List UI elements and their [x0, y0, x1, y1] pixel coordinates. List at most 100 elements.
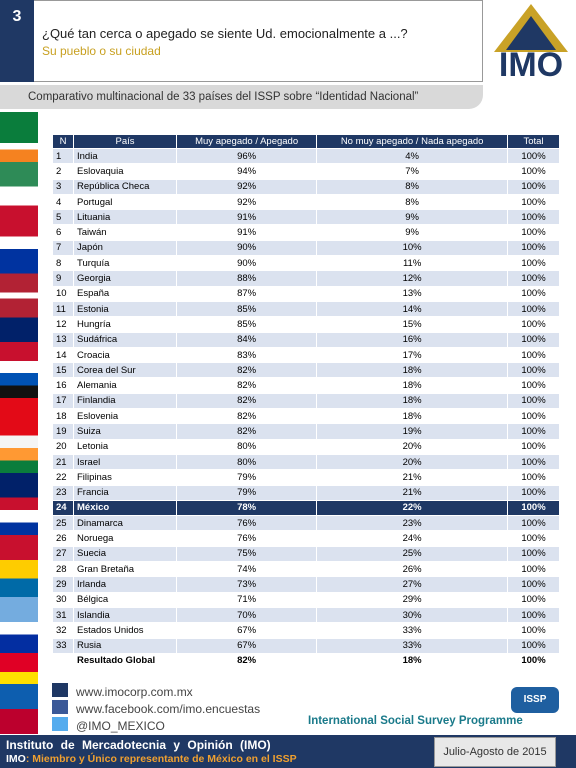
cell: 100%: [507, 362, 560, 379]
results-table: N País Muy apegado / Apegado No muy apegado…: [52, 134, 560, 670]
cell: 100%: [507, 469, 560, 486]
cell: Suiza: [73, 423, 177, 440]
cell: Japón: [73, 239, 177, 257]
issp-name: International Social Survey Programme: [308, 715, 523, 727]
cell: 100%: [507, 545, 560, 563]
cell: 33%: [316, 622, 508, 639]
cell: 100%: [507, 408, 560, 425]
cell: 100%: [507, 591, 560, 608]
table-row: 24 México 78% 22% 100%: [52, 499, 560, 517]
link[interactable]: www.imocorp.com.mx: [76, 685, 193, 699]
cell: 92%: [175, 178, 318, 195]
table-row: 14 Croacia 83% 17% 100%: [52, 346, 560, 364]
total-cell: 100%: [507, 652, 560, 670]
cell: 27: [52, 545, 74, 563]
cell: 4%: [316, 147, 508, 165]
cell: 100%: [507, 300, 560, 318]
table-row: 13 Sudáfrica 84% 16% 100%: [52, 331, 560, 348]
cell: Francia: [73, 484, 177, 501]
cell: 27%: [316, 576, 508, 593]
table-row: 3 República Checa 92% 8% 100%: [52, 178, 560, 195]
cell: Gran Bretaña: [73, 561, 177, 578]
table-row: 29 Irlanda 73% 27% 100%: [52, 576, 560, 593]
cell: 9%: [316, 209, 508, 226]
cell: 100%: [507, 147, 560, 165]
cell: 10%: [316, 239, 508, 257]
table-row: 25 Dinamarca 76% 23% 100%: [52, 515, 560, 532]
cell: 23: [52, 484, 74, 501]
table-row: 26 Noruega 76% 24% 100%: [52, 530, 560, 547]
cell: España: [73, 285, 177, 302]
cell: 6: [52, 224, 74, 241]
cell: 75%: [175, 545, 318, 563]
cell: 100%: [507, 484, 560, 501]
cell: 84%: [175, 331, 318, 348]
table-row: 12 Hungría 85% 15% 100%: [52, 316, 560, 333]
cell: 100%: [507, 178, 560, 195]
cell: 87%: [175, 285, 318, 302]
total-label: Resultado Global: [73, 652, 177, 670]
cell: 20%: [316, 453, 508, 471]
cell: 100%: [507, 163, 560, 180]
cell: 26%: [316, 561, 508, 578]
cell: 100%: [507, 392, 560, 410]
table-row: 4 Portugal 92% 8% 100%: [52, 193, 560, 211]
cell: México: [73, 499, 177, 517]
cell: Taiwán: [73, 224, 177, 241]
social-icons: [52, 683, 72, 733]
date: Julio-Agosto de 2015: [434, 737, 556, 767]
cell: 100%: [507, 515, 560, 532]
cell: Israel: [73, 453, 177, 471]
table-row: 16 Alemania 82% 18% 100%: [52, 377, 560, 394]
cell: 33: [52, 637, 74, 654]
cell: 94%: [175, 163, 318, 180]
table-row: 19 Suiza 82% 19% 100%: [52, 423, 560, 440]
cell: 67%: [175, 622, 318, 639]
table-row: 17 Finlandia 82% 18% 100%: [52, 392, 560, 410]
table-row: 15 Corea del Sur 82% 18% 100%: [52, 362, 560, 379]
cell: 22: [52, 469, 74, 486]
cell: 12%: [316, 270, 508, 287]
cell: 30%: [316, 606, 508, 624]
cell: 100%: [507, 499, 560, 517]
cell: 90%: [175, 255, 318, 272]
cell: 11%: [316, 255, 508, 272]
cell: 9: [52, 270, 74, 287]
cell: Bélgica: [73, 591, 177, 608]
link[interactable]: @IMO_MEXICO: [76, 719, 165, 733]
column-header: N: [52, 134, 74, 149]
table-row: 1 India 96% 4% 100%: [52, 147, 560, 165]
cell: 22%: [316, 499, 508, 517]
cell: 100%: [507, 576, 560, 593]
cell: Dinamarca: [73, 515, 177, 532]
cell: 92%: [175, 193, 318, 211]
cell: 18%: [316, 408, 508, 425]
cell: 8%: [316, 178, 508, 195]
cell: 80%: [175, 438, 318, 455]
issp-logo: ISSP: [511, 687, 559, 713]
cell: 100%: [507, 193, 560, 211]
cell: 33%: [316, 637, 508, 654]
cell: 74%: [175, 561, 318, 578]
cell: 100%: [507, 622, 560, 639]
institute: Instituto de Mercadotecnia y Opinión (IM…: [6, 738, 271, 752]
cell: 18: [52, 408, 74, 425]
cell: Eslovaquia: [73, 163, 177, 180]
cell: 71%: [175, 591, 318, 608]
cell: 26: [52, 530, 74, 547]
cell: 1: [52, 147, 74, 165]
cell: 82%: [175, 392, 318, 410]
cell: [52, 652, 74, 670]
cell: Croacia: [73, 346, 177, 364]
cell: 82%: [175, 408, 318, 425]
cell: 91%: [175, 209, 318, 226]
cell: 100%: [507, 255, 560, 272]
cell: 100%: [507, 423, 560, 440]
cell: 5: [52, 209, 74, 226]
cell: Filipinas: [73, 469, 177, 486]
link[interactable]: www.facebook.com/imo.encuestas: [76, 702, 261, 716]
cell: 19: [52, 423, 74, 440]
subtitle: Su pueblo o su ciudad: [42, 44, 161, 58]
member-prefix: IMO: [6, 753, 26, 765]
